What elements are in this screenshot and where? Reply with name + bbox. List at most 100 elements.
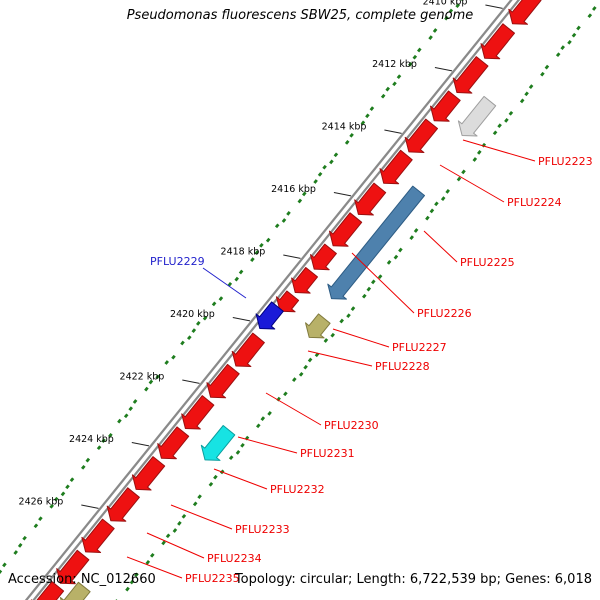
gene-arrow[interactable]	[157, 426, 190, 460]
gene-label[interactable]: PFLU2234	[207, 552, 262, 565]
marker-dot	[171, 354, 176, 360]
gene-arrow[interactable]	[305, 313, 331, 339]
marker-dot	[256, 423, 261, 429]
marker-dot	[0, 569, 3, 575]
marker-dot	[218, 296, 224, 301]
axis-tick-label: 2418 kbp	[221, 246, 266, 257]
marker-dot	[313, 179, 318, 184]
marker-dot	[385, 86, 390, 92]
marker-dot	[456, 176, 462, 182]
marker-dot	[238, 269, 244, 275]
gene-label[interactable]: PFLU2224	[507, 196, 562, 209]
marker-dot	[259, 242, 264, 248]
marker-dot	[181, 513, 187, 519]
marker-dot	[292, 377, 297, 382]
marker-dot	[307, 357, 313, 363]
gene-arrow[interactable]	[291, 267, 318, 294]
axis-tick-label: 2414 kbp	[322, 121, 367, 132]
gene-arrow[interactable]	[354, 182, 387, 216]
marker-dot	[191, 328, 197, 333]
axis-tick-mark	[182, 379, 200, 384]
marker-dot	[592, 6, 597, 11]
axis-tick-label: 2426 kbp	[19, 496, 64, 507]
gene-label[interactable]: PFLU2228	[375, 360, 430, 373]
gene-arrow[interactable]	[327, 185, 425, 300]
gene-label[interactable]: PFLU2227	[392, 341, 447, 354]
marker-dot	[560, 45, 565, 50]
marker-dot	[366, 286, 372, 292]
marker-dot	[123, 413, 129, 419]
gene-label[interactable]: PFLU2229	[150, 255, 205, 268]
gene-label[interactable]: PFLU2225	[460, 256, 515, 269]
marker-dot	[555, 52, 561, 58]
label-leader-line	[237, 436, 298, 454]
gene-arrow[interactable]	[508, 0, 542, 25]
marker-dot	[492, 130, 498, 136]
gene-arrow[interactable]	[255, 301, 284, 330]
marker-dot	[497, 123, 502, 129]
marker-dot	[267, 411, 272, 416]
marker-dot	[428, 35, 433, 40]
marker-dot	[33, 523, 39, 529]
marker-dot	[234, 276, 239, 282]
marker-dot	[265, 237, 271, 243]
label-leader-line	[439, 164, 505, 203]
marker-dot	[349, 132, 354, 138]
gene-arrow[interactable]	[275, 290, 300, 313]
axis-tick-mark	[81, 504, 99, 509]
marker-dot	[81, 464, 86, 470]
gene-arrow[interactable]	[30, 581, 65, 600]
genome-backbone	[24, 0, 521, 600]
marker-dot	[360, 120, 366, 126]
gene-arrow[interactable]	[452, 56, 489, 94]
gene-arrow[interactable]	[81, 518, 115, 553]
gene-arrow[interactable]	[106, 487, 140, 522]
marker-dot	[455, 3, 460, 9]
gene-label[interactable]: PFLU2230	[324, 419, 379, 432]
gene-arrow[interactable]	[56, 549, 90, 585]
gene-arrow[interactable]	[131, 456, 166, 491]
marker-dot	[323, 338, 329, 343]
marker-dot	[528, 84, 534, 89]
marker-dot	[567, 39, 572, 45]
marker-dot	[53, 496, 59, 502]
marker-dot	[165, 533, 171, 539]
gene-arrow[interactable]	[457, 95, 497, 137]
label-leader-line	[423, 230, 458, 263]
label-leader-line	[351, 252, 415, 314]
marker-dot	[317, 171, 323, 177]
marker-dot	[38, 516, 43, 522]
gene-label[interactable]: PFLU2226	[417, 307, 472, 320]
marker-dot	[393, 254, 399, 260]
gene-arrow[interactable]	[480, 23, 515, 60]
gene-label[interactable]: PFLU2235	[185, 572, 240, 585]
gene-arrow[interactable]	[379, 149, 413, 185]
gene-arrow[interactable]	[404, 118, 438, 153]
marker-dot	[177, 521, 182, 526]
gene-label[interactable]: PFLU2231	[300, 447, 355, 460]
label-leader-line	[126, 556, 183, 579]
gene-arrow[interactable]	[206, 363, 240, 399]
gene-arrow[interactable]	[181, 395, 215, 430]
axis-tick-mark	[333, 192, 352, 197]
marker-dot	[432, 28, 438, 33]
gene-arrow[interactable]	[329, 212, 363, 247]
gene-arrow[interactable]	[231, 332, 265, 367]
axis-tick-label: 2422 kbp	[120, 371, 165, 382]
marker-dot	[333, 152, 339, 158]
marker-dot	[425, 215, 430, 221]
gene-arrow[interactable]	[59, 581, 91, 600]
gene-label[interactable]: PFLU2223	[538, 155, 593, 168]
gene-label[interactable]: PFLU2233	[235, 523, 290, 536]
gene-labels: PFLU2223 PFLU2224 PFLU2225 PFLU2226 PFLU2227…	[126, 139, 593, 585]
marker-dot	[413, 228, 419, 233]
marker-dot	[197, 494, 202, 500]
gene-label[interactable]: PFLU2232	[270, 483, 325, 496]
gene-arrow[interactable]	[430, 90, 461, 122]
marker-dot	[365, 113, 370, 119]
axis-tick-mark	[131, 442, 150, 447]
marker-dot	[172, 528, 178, 533]
axis-tick-mark	[232, 317, 251, 322]
gene-arrow[interactable]	[200, 425, 236, 461]
gene-arrow[interactable]	[310, 243, 337, 271]
